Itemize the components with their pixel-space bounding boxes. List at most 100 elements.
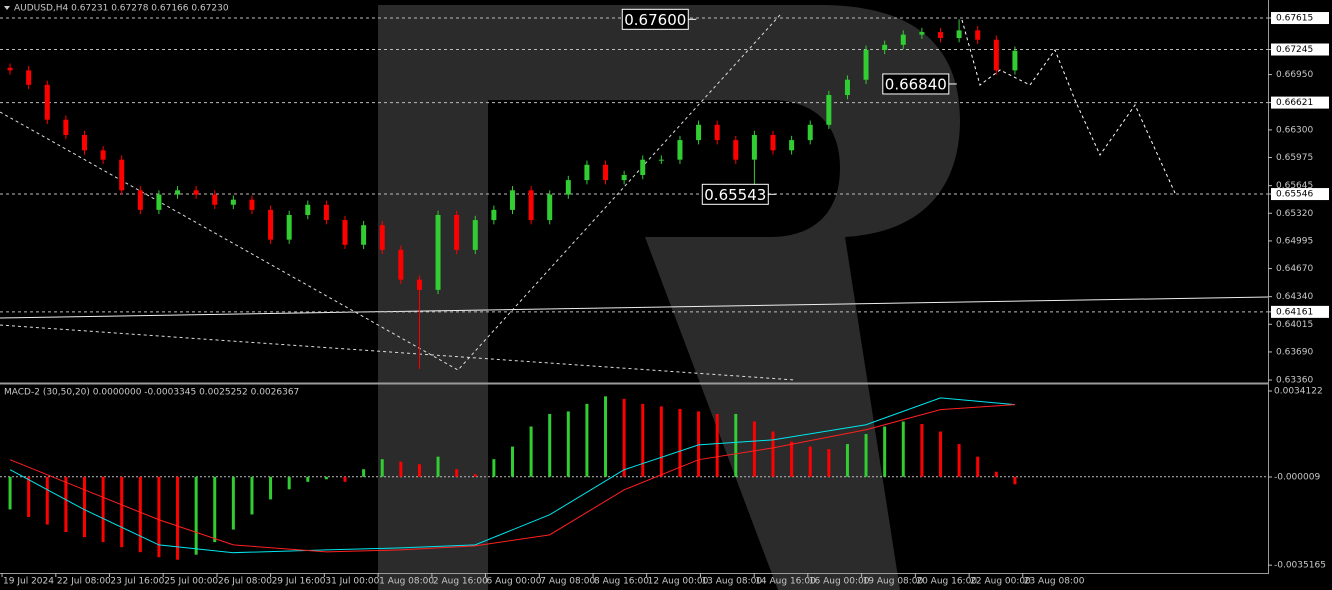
- candle-body: [528, 190, 534, 221]
- x-tick-label: 25 Jul 00:00: [164, 577, 218, 587]
- candle-body: [975, 30, 981, 40]
- histogram-bar: [678, 408, 682, 477]
- x-tick-label: 2 Aug 16:00: [433, 577, 488, 587]
- x-tick-label: 1 Aug 08:00: [379, 577, 434, 587]
- histogram-bar: [473, 474, 477, 477]
- candle-body: [509, 190, 515, 210]
- histogram-bar: [417, 464, 421, 477]
- histogram-bar: [8, 476, 12, 510]
- candle-body: [44, 84, 50, 120]
- candle-body: [63, 119, 69, 136]
- candle-body: [193, 190, 199, 195]
- histogram-bar: [138, 476, 142, 553]
- candle-body: [770, 135, 776, 151]
- histogram-bar: [659, 406, 663, 477]
- candle-body: [733, 140, 739, 160]
- histogram-bar: [715, 413, 719, 477]
- x-tick-label: 7 Aug 08:00: [540, 577, 595, 587]
- candle-body: [751, 135, 757, 160]
- histogram-bar: [994, 471, 998, 477]
- x-tick-label: 20 Aug 16:00: [916, 577, 977, 587]
- histogram-bar: [64, 476, 68, 533]
- candle-body: [435, 214, 441, 290]
- histogram-bar: [771, 431, 775, 477]
- histogram-bar: [157, 476, 161, 558]
- candle-body: [565, 180, 571, 195]
- candle-body: [156, 194, 162, 210]
- histogram-bar: [864, 434, 868, 477]
- histogram-bar: [697, 411, 701, 477]
- forecast-path: [961, 19, 1176, 194]
- candle-body: [379, 225, 385, 250]
- level-label-box: [1271, 96, 1329, 109]
- candle-body: [361, 225, 367, 245]
- y-tick-label: -0.0035165: [1274, 561, 1326, 571]
- histogram-bar: [790, 441, 794, 477]
- indicator-title: MACD-2 (30,50,20) 0.0000000 -0.0003345 0…: [4, 388, 299, 398]
- annotation-label: 0.65543: [704, 186, 766, 204]
- candle-body: [844, 79, 850, 96]
- histogram-bar: [250, 476, 254, 515]
- candle-body: [640, 159, 646, 175]
- y-tick-label: 0.65975: [1276, 153, 1313, 163]
- x-tick-label: 19 Aug 08:00: [863, 577, 924, 587]
- y-tick-label: 0.65645: [1276, 181, 1313, 191]
- y-tick-label: 0.0034122: [1274, 387, 1323, 397]
- candle-body: [956, 30, 962, 39]
- histogram-bar: [120, 476, 124, 548]
- candle-body: [714, 124, 720, 141]
- y-tick-label: 0.64340: [1276, 292, 1313, 302]
- y-tick-label: 0.67245: [1276, 45, 1313, 55]
- candle-body: [993, 39, 999, 71]
- histogram-bar: [324, 476, 328, 480]
- candle-body: [212, 194, 218, 205]
- level-label-box: [1271, 188, 1329, 201]
- support-line: [0, 296, 1269, 319]
- level-label-box: [1271, 43, 1329, 56]
- candle-body: [677, 140, 683, 160]
- histogram-bar: [622, 398, 626, 477]
- annotation-label: 0.66840: [885, 75, 947, 93]
- y-tick-label: 0.66300: [1276, 125, 1313, 135]
- histogram-bar: [585, 403, 589, 477]
- histogram-bar: [436, 456, 440, 477]
- candle-body: [137, 190, 143, 210]
- annotation-label: 0.67600: [624, 11, 686, 29]
- candle-body: [230, 199, 236, 205]
- y-tick-label: 0.66950: [1276, 70, 1313, 80]
- histogram-bar: [920, 423, 924, 477]
- candle-body: [398, 249, 404, 280]
- histogram-bar: [101, 476, 105, 543]
- histogram-bar: [566, 411, 570, 477]
- level-label-box: [1271, 12, 1329, 25]
- histogram-bar: [734, 413, 738, 477]
- x-tick-label: 22 Aug 00:00: [970, 577, 1031, 587]
- candle-body: [416, 279, 422, 290]
- candle-body: [323, 204, 329, 221]
- chart-title: AUDUSD,H4 0.67231 0.67278 0.67166 0.6723…: [14, 4, 229, 14]
- candle-body: [286, 214, 292, 240]
- trend-line: [0, 324, 796, 381]
- y-tick-label: 0.67615: [1276, 14, 1313, 24]
- candle-body: [119, 159, 125, 191]
- histogram-bar: [938, 431, 942, 477]
- candle-body: [807, 124, 813, 141]
- x-tick-label: 23 Aug 08:00: [1024, 577, 1085, 587]
- x-tick-label: 13 Aug 08:00: [701, 577, 762, 587]
- y-tick-label: -0.000009: [1274, 472, 1320, 482]
- candle-body: [268, 209, 274, 240]
- histogram-bar: [306, 476, 310, 482]
- candle-body: [547, 194, 553, 221]
- y-tick-label: 0.63360: [1276, 376, 1313, 386]
- y-tick-label: 0.66621: [1276, 98, 1313, 108]
- histogram-bar: [883, 426, 887, 477]
- candle-body: [900, 34, 906, 45]
- indicator-line: [9, 397, 1015, 554]
- candle-body: [454, 214, 460, 250]
- x-tick-label: 31 Jul 00:00: [325, 577, 379, 587]
- watermark-logo: [378, 5, 960, 590]
- candle-body: [249, 199, 255, 210]
- candle-body: [342, 220, 348, 245]
- candle-body: [81, 135, 87, 151]
